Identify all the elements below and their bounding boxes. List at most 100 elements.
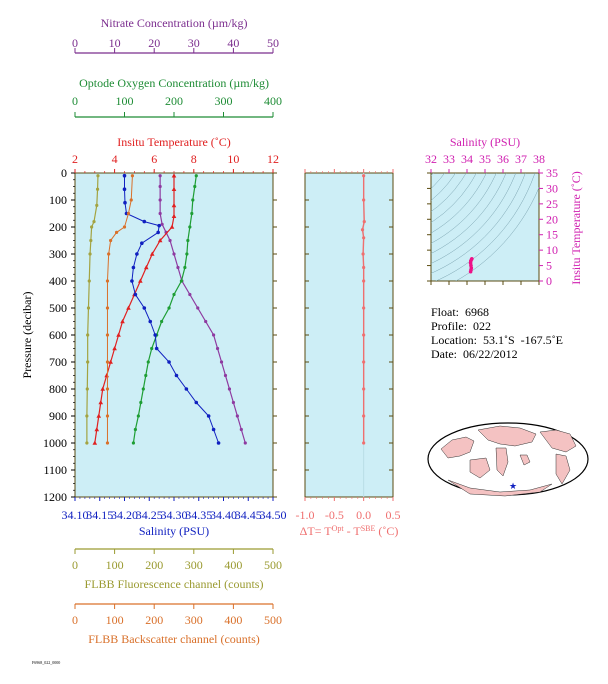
- salinity-tick-label: 34.25: [136, 508, 163, 522]
- pressure-tick-label: 400: [49, 274, 67, 288]
- temperature-point: [96, 413, 102, 418]
- delta-t-point: [362, 306, 366, 310]
- fluorescence-tick-label: 400: [224, 558, 242, 572]
- ts-salinity-tick-label: 37: [515, 152, 527, 166]
- oxygen-point: [150, 346, 154, 351]
- nitrate-point: [158, 184, 162, 189]
- salinity-point: [140, 241, 144, 245]
- nitrate-point: [160, 222, 164, 226]
- salinity-point: [153, 333, 157, 337]
- ts-temperature-tick-label: 0: [546, 274, 552, 288]
- pressure-tick-label: 1100: [43, 463, 67, 477]
- temperature-point: [138, 278, 143, 283]
- ts-salinity-tick-label: 33: [443, 152, 455, 166]
- world-map: ★: [427, 422, 589, 497]
- oxygen-tick-label: 0: [72, 94, 78, 108]
- series-backscatter: [105, 174, 135, 445]
- backscatter-point: [105, 279, 110, 283]
- nitrate-point: [215, 346, 220, 351]
- series-delta-t: [360, 174, 366, 445]
- delta-t-point: [362, 414, 366, 418]
- profile-number: Profile: 022: [431, 319, 491, 333]
- delta-t-point: [362, 198, 366, 202]
- temperature-tick-label: 6: [151, 152, 157, 166]
- backscatter-point: [109, 238, 113, 243]
- oxygen-point: [160, 319, 164, 324]
- oxygen-point: [144, 373, 148, 378]
- salinity-point: [216, 441, 221, 445]
- nitrate-tick-label: 50: [267, 36, 279, 50]
- ts-temperature-tick-label: 35: [546, 166, 558, 180]
- nitrate-point: [223, 373, 228, 378]
- nitrate-point: [204, 319, 208, 324]
- ts-plot-area: [430, 172, 540, 282]
- oxygen-point: [179, 279, 184, 283]
- oxygen-point: [172, 292, 176, 297]
- ts-temperature-tick-label: 5: [546, 259, 552, 273]
- ts-temperature-tick-label: 20: [546, 212, 558, 226]
- fluorescence-tick-label: 500: [264, 558, 282, 572]
- fluorescence-point: [85, 441, 89, 445]
- fluorescence-tick-label: 100: [106, 558, 124, 572]
- series-oxygen: [131, 174, 198, 445]
- backscatter-point: [129, 198, 133, 202]
- oxygen-axis-label: Optode Oxygen Concentration (µm/kg): [79, 76, 269, 90]
- series-fluorescence: [85, 174, 100, 445]
- density-contour: [321, 73, 401, 153]
- fluorescence-point: [90, 225, 94, 229]
- pressure-tick-label: 700: [49, 355, 67, 369]
- temperature-point: [120, 319, 125, 324]
- backscatter-tick-label: 200: [145, 613, 163, 627]
- salinity-point: [156, 230, 160, 235]
- nitrate-tick-label: 40: [227, 36, 239, 50]
- backscatter-point: [126, 211, 131, 216]
- map-land: [469, 457, 491, 479]
- backscatter-point: [105, 306, 110, 310]
- ts-temperature-axis-label: Insitu Temperature (˚C): [569, 171, 583, 285]
- map-land: [519, 454, 531, 466]
- ts-salinity-tick-label: 34: [461, 152, 473, 166]
- ts-salinity-tick-label: 36: [497, 152, 509, 166]
- temperature-point: [112, 346, 117, 351]
- oxygen-point: [136, 414, 140, 418]
- temperature-axis-label: Insitu Temperature (˚C): [117, 135, 231, 149]
- oxygen-point: [146, 360, 150, 364]
- density-contour: [294, 46, 428, 180]
- delta-t-point: [362, 220, 366, 224]
- temperature-point: [98, 400, 104, 405]
- nitrate-point: [196, 306, 200, 310]
- nitrate-tick-label: 30: [188, 36, 200, 50]
- salinity-tick-label: 34.50: [260, 508, 287, 522]
- oxygen-point: [133, 427, 137, 432]
- delta-t-point: [361, 252, 365, 256]
- pressure-tick-label: 800: [49, 382, 67, 396]
- delta-t-point: [362, 441, 366, 445]
- temperature-tick-label: 4: [112, 152, 118, 166]
- fluorescence-point: [86, 360, 90, 364]
- oxygen-point: [185, 252, 189, 256]
- oxygen-point: [191, 198, 195, 202]
- float-info: Float: 6968 Profile: 022 Location: 53.1˚…: [431, 305, 563, 361]
- fluorescence-point: [95, 187, 100, 191]
- oxygen-tick-label: 200: [165, 94, 183, 108]
- ts-temperature-tick-label: 10: [546, 243, 558, 257]
- backscatter-point: [107, 252, 111, 256]
- backscatter-tick-label: 400: [224, 613, 242, 627]
- pressure-tick-label: 1000: [43, 436, 67, 450]
- oxygen-point: [139, 400, 143, 405]
- delta-t-tick-label: 0.0: [356, 508, 371, 522]
- oxygen-point: [193, 184, 197, 189]
- oxygen-point: [186, 238, 190, 243]
- pressure-tick-label: 600: [49, 328, 67, 342]
- nitrate-point: [227, 387, 232, 391]
- backscatter-point: [105, 414, 110, 418]
- salinity-point: [148, 319, 153, 324]
- oxygen-point: [190, 211, 194, 216]
- pressure-tick-label: 100: [49, 193, 67, 207]
- temperature-point: [149, 251, 155, 256]
- map-land: [539, 429, 577, 453]
- nitrate-point: [231, 400, 235, 405]
- backscatter-point: [122, 225, 127, 229]
- density-contour: [303, 55, 419, 171]
- backscatter-tick-label: 500: [264, 613, 282, 627]
